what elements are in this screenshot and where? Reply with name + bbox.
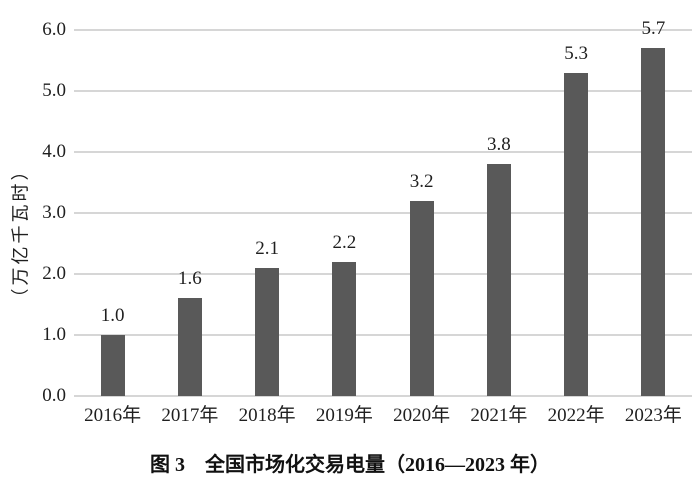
bar-value-label: 1.6: [178, 268, 202, 290]
y-tick-label: 1.0: [42, 324, 66, 345]
bar-value-label: 1.0: [100, 305, 125, 326]
bar-2017年: [177, 298, 202, 396]
y-tick-label: 5.0: [42, 80, 66, 101]
bar-value-label: 3.8: [487, 134, 511, 156]
x-tick-label: 2020年: [393, 405, 451, 426]
gridline: [74, 151, 692, 153]
gridline: [74, 334, 692, 336]
gridline: [74, 212, 692, 214]
bar-2022年: [564, 72, 589, 396]
x-tick-label: 2017年: [161, 405, 219, 426]
bar-value-label: 3.2: [409, 170, 434, 192]
bar-value-label: 5.3: [564, 42, 588, 64]
x-tick-label: 2016年: [84, 405, 142, 426]
bar-value-label: 2.2: [332, 231, 357, 253]
y-tick-label: 2.0: [42, 263, 66, 284]
x-tick-label: 2022年: [547, 405, 605, 426]
gridline: [74, 29, 692, 31]
bar-2023年: [641, 48, 666, 396]
bar-2021年: [486, 164, 511, 396]
bar-value-label: 5.7: [641, 18, 666, 40]
x-tick-label: 2019年: [315, 405, 373, 426]
plot-area: 1.0 1.6 2.1 2.2 3.2 3.8 5.3 5.7: [74, 19, 692, 397]
gridline: [74, 273, 692, 275]
bar-2019年: [332, 261, 357, 396]
y-axis-title-container: （万亿千瓦时）: [0, 50, 38, 416]
chart-caption: 图 3 全国市场化交易电量（2016—2023 年）: [150, 454, 550, 476]
bar-2018年: [255, 267, 280, 396]
bar-value-label: 2.1: [255, 237, 279, 259]
y-tick-label: 6.0: [42, 19, 66, 40]
y-tick-label: 0.0: [42, 385, 66, 406]
gridline: [74, 90, 692, 92]
bar-2020年: [409, 200, 434, 396]
gridline: [74, 395, 692, 397]
x-tick-label: 2023年: [624, 405, 682, 426]
x-tick-label: 2018年: [238, 405, 296, 426]
x-tick-label: 2021年: [470, 405, 528, 426]
y-tick-label: 3.0: [42, 202, 66, 223]
bar-2016年: [100, 335, 125, 396]
y-tick-label: 4.0: [42, 141, 66, 162]
